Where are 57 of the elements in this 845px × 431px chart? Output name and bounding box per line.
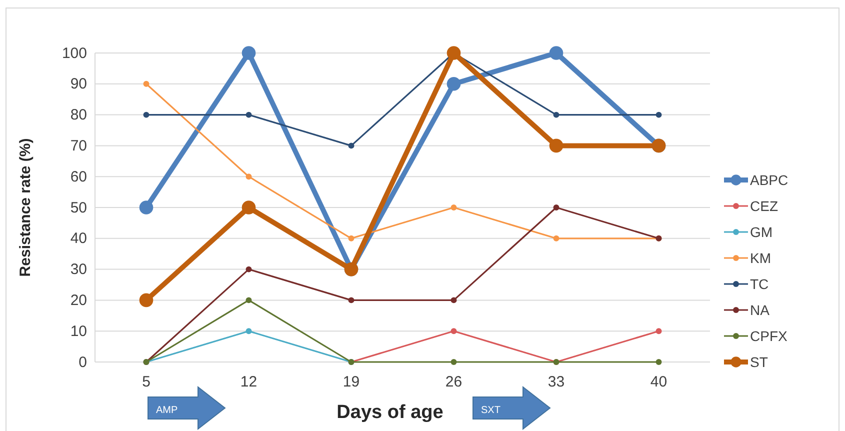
point: [242, 46, 256, 60]
point: [553, 204, 560, 210]
legend-label: CPFX: [750, 328, 788, 344]
y-tick-label: 30: [70, 261, 87, 278]
point: [553, 235, 560, 242]
point: [143, 112, 150, 118]
y-tick-label: 20: [70, 292, 87, 309]
y-tick-label: 10: [70, 322, 87, 340]
x-tick-label: 19: [342, 374, 360, 391]
legend-label: NA: [750, 302, 770, 318]
point: [656, 359, 662, 365]
point: [446, 77, 461, 91]
text: AMP: [156, 405, 178, 416]
y-axis-title: Resistance rate (%): [17, 138, 34, 277]
point: [446, 46, 461, 60]
point: [348, 235, 354, 242]
x-tick-label: 5: [142, 374, 150, 391]
x-tick-label: 12: [240, 374, 258, 391]
x-tick-label: 33: [548, 374, 565, 391]
text: SXT: [481, 405, 500, 416]
legend-label: TC: [750, 276, 769, 292]
legend-label: GM: [750, 224, 773, 240]
point: [450, 297, 457, 304]
point: [246, 112, 252, 118]
point: [242, 200, 256, 214]
point: [143, 80, 150, 87]
point: [246, 328, 252, 334]
point: [139, 200, 154, 214]
y-tick-label: 100: [62, 44, 87, 62]
point: [549, 138, 564, 153]
legend-label: CEZ: [750, 198, 778, 214]
y-tick-label: 60: [70, 168, 87, 186]
point: [348, 142, 354, 149]
y-tick-label: 0: [78, 354, 87, 371]
point: [656, 112, 662, 118]
x-tick-label: 40: [650, 374, 668, 391]
point: [549, 46, 564, 60]
legend-label: KM: [750, 250, 771, 266]
legend-label: ST: [750, 354, 768, 370]
y-tick-label: 50: [70, 199, 87, 216]
legend-label: ABPC: [750, 172, 788, 188]
point: [246, 297, 252, 304]
point: [348, 297, 354, 304]
y-tick-label: 90: [70, 76, 87, 93]
y-tick-label: 70: [70, 138, 87, 154]
point: [450, 204, 457, 210]
point: [246, 174, 252, 180]
x-tick-label: 26: [445, 374, 462, 391]
y-tick-label: 80: [70, 106, 87, 124]
point: [553, 112, 560, 118]
y-tick-label: 40: [70, 230, 87, 248]
point: [139, 293, 154, 308]
point: [450, 328, 457, 334]
point: [450, 359, 457, 365]
point: [656, 328, 662, 334]
x-axis-title: Days of age: [336, 402, 444, 423]
point: [246, 266, 252, 272]
